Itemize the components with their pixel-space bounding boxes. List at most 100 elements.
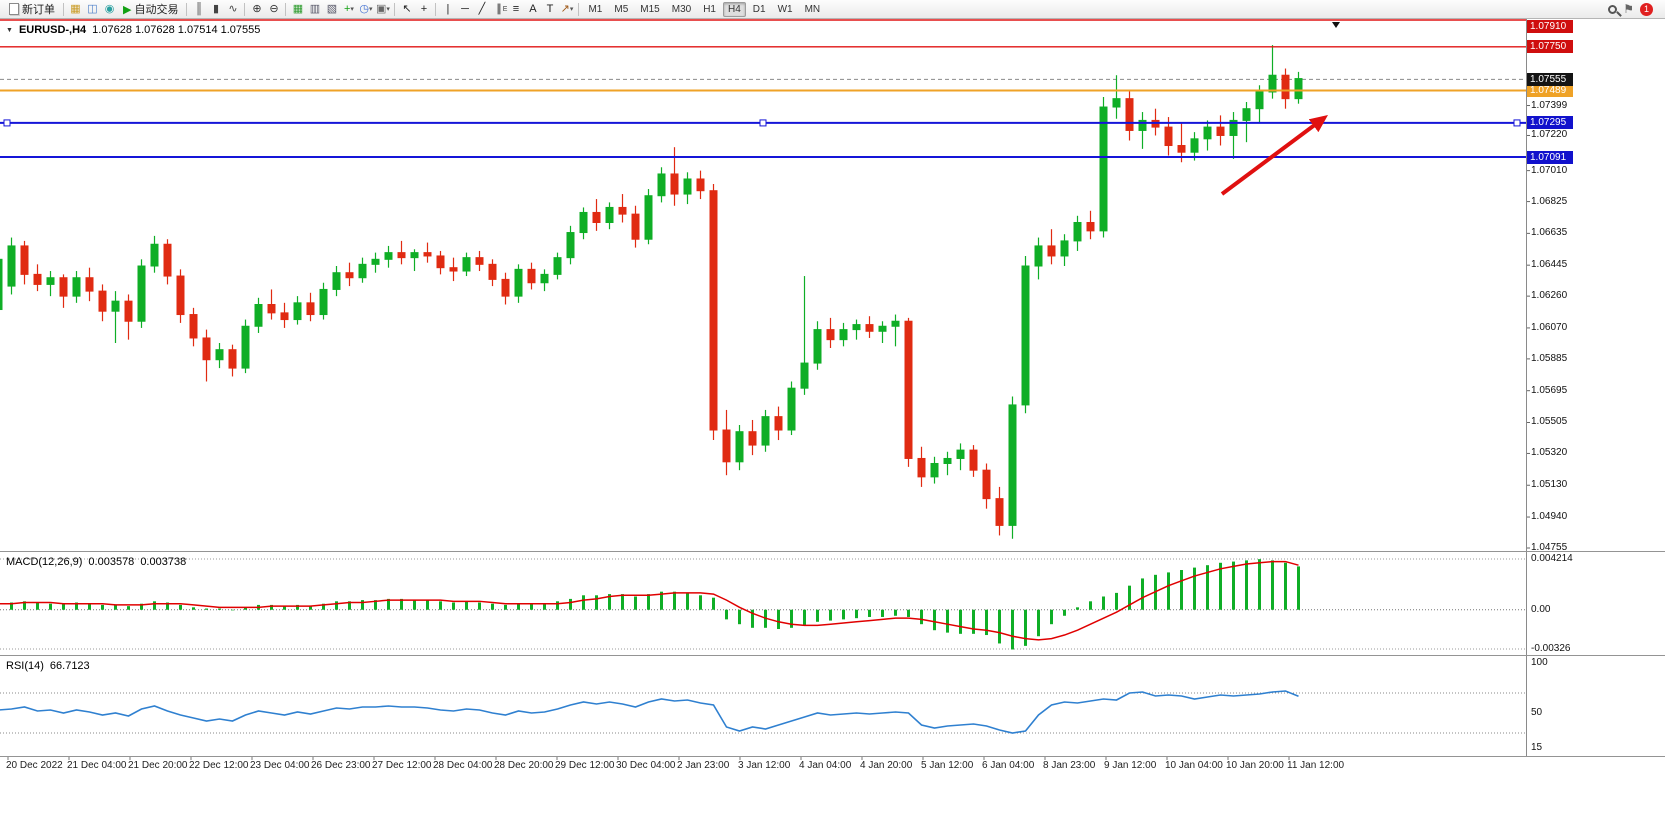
- zoom-out-button[interactable]: ⊖: [265, 1, 282, 18]
- price-axis-label: 1.04755: [1531, 542, 1568, 553]
- auto-trading-button[interactable]: ▶ 自动交易: [118, 1, 183, 18]
- cursor-button[interactable]: ↖: [398, 1, 415, 18]
- rsi-axis-label: 100: [1531, 657, 1548, 668]
- periods-button[interactable]: ◷ ▾: [357, 1, 374, 18]
- price-axis-label: 1.06260: [1531, 290, 1568, 302]
- line-handle[interactable]: [3, 119, 11, 127]
- time-axis-label: 20 Dec 2022: [6, 760, 63, 771]
- time-axis-label: 27 Dec 12:00: [372, 760, 432, 771]
- crosshair-button[interactable]: +: [415, 1, 432, 18]
- price-axis-label: 1.05130: [1531, 479, 1568, 491]
- timeframe-button-mn[interactable]: MN: [804, 3, 821, 15]
- macd-signal-line: [0, 560, 1299, 641]
- macd-label: MACD(12,26,9) 0.003578 0.003738: [6, 556, 186, 568]
- chart-title: ▼ EURUSD-,H4 1.07628 1.07628 1.07514 1.0…: [6, 24, 260, 36]
- auto-scroll-button[interactable]: ▧: [323, 1, 340, 18]
- time-axis-label: 22 Dec 12:00: [189, 760, 249, 771]
- ohlc-bars-icon: ║: [195, 2, 203, 15]
- price-axis-label: 1.05505: [1531, 416, 1568, 428]
- timeframe-button-m5[interactable]: M5: [614, 3, 629, 15]
- zoom-out-icon: ⊖: [269, 2, 279, 15]
- bar-chart-button[interactable]: ║: [190, 1, 207, 18]
- toolbar-buttons: 新订单 ▦ ◫ ◉ ▶ 自动交易 ║ ▮ ∿ ⊕ ⊖ ▦ ▥ ▧ + ▾ ◷ ▾ ▣ ▾ ↖ + | ─ ╱ ∥ E ≡ A T ↗ ▾: [4, 1, 582, 18]
- channel-sub-label: E: [502, 5, 508, 13]
- macd-axis-label: 0.00: [1531, 603, 1551, 615]
- crosshair-icon: +: [420, 2, 428, 15]
- chart-menu-icon[interactable]: ▼: [6, 26, 13, 34]
- templates-button[interactable]: ▣ ▾: [374, 1, 391, 18]
- vertical-line-button[interactable]: |: [439, 1, 456, 18]
- candlestick-icon: ▮: [212, 2, 219, 15]
- time-axis-separator: [0, 756, 1665, 757]
- time-axis-label: 11 Jan 12:00: [1287, 760, 1345, 771]
- time-axis-label: 2 Jan 23:00: [677, 760, 730, 771]
- timeframe-button-m30[interactable]: M30: [671, 3, 692, 15]
- timeframe-button-h4[interactable]: H4: [722, 1, 746, 17]
- timeframe-button-m15[interactable]: M15: [640, 3, 660, 15]
- price-axis-label: 1.05320: [1531, 447, 1568, 459]
- price-tag: 1.07910: [1527, 20, 1573, 33]
- timeframe-button-w1[interactable]: W1: [777, 3, 793, 15]
- flag-icon[interactable]: ⚑: [1623, 2, 1634, 16]
- toolbar: 新订单 ▦ ◫ ◉ ▶ 自动交易 ║ ▮ ∿ ⊕ ⊖ ▦ ▥ ▧ + ▾ ◷ ▾ ▣ ▾ ↖ + | ─ ╱ ∥ E ≡ A T ↗ ▾ M1…: [0, 0, 1665, 19]
- panel-separator[interactable]: [0, 655, 1665, 656]
- notification-badge: 1: [1640, 2, 1653, 16]
- line-chart-button[interactable]: ∿: [224, 1, 241, 18]
- channel-button[interactable]: ∥ E: [490, 1, 507, 18]
- toolbar-separator: [186, 2, 188, 16]
- new-chart-icon: ▦: [70, 2, 81, 15]
- rsi-axis-label: 15: [1531, 742, 1543, 753]
- new-chart-button[interactable]: ▦: [67, 1, 84, 18]
- new-order-button[interactable]: 新订单: [4, 1, 60, 18]
- macd-axis-label: -0.00326: [1531, 643, 1571, 654]
- market-watch-button[interactable]: ◉: [101, 1, 118, 18]
- chart-shift-button[interactable]: ▥: [306, 1, 323, 18]
- timeframe-button-h1[interactable]: H1: [703, 3, 716, 15]
- text-button[interactable]: A: [524, 1, 541, 18]
- profiles-icon: ◫: [87, 2, 98, 15]
- search-icon[interactable]: [1608, 4, 1618, 14]
- tile-windows-icon: ▦: [292, 2, 304, 15]
- autotrade-play-icon: ▶: [123, 3, 132, 16]
- marker-icon: [1332, 22, 1340, 28]
- text-label-button[interactable]: T: [541, 1, 558, 18]
- panel-separator[interactable]: [0, 551, 1665, 552]
- market-watch-icon: ◉: [104, 2, 115, 15]
- macd-main-value: 0.003578: [88, 556, 135, 568]
- timeframe-button-d1[interactable]: D1: [752, 3, 766, 15]
- indicators-button[interactable]: + ▾: [340, 1, 357, 18]
- price-axis-label: 1.07220: [1531, 129, 1568, 141]
- trend-arrow-object: [1220, 115, 1329, 196]
- price-axis-label: 1.06825: [1531, 195, 1568, 207]
- rsi-line: [0, 690, 1299, 734]
- price-axis-label: 1.07010: [1531, 164, 1568, 176]
- fibonacci-icon: ≡: [512, 2, 520, 15]
- horizontal-line-button[interactable]: ─: [456, 1, 473, 18]
- timeframe-button-m1[interactable]: M1: [588, 3, 603, 15]
- price-axis-label: 1.06635: [1531, 227, 1568, 239]
- fibonacci-button[interactable]: ≡: [507, 1, 524, 18]
- line-handle[interactable]: [1513, 119, 1521, 127]
- time-axis-label: 4 Jan 20:00: [860, 760, 913, 771]
- text-icon: A: [529, 2, 537, 15]
- price-tag: 1.07091: [1527, 150, 1573, 164]
- line-handle[interactable]: [759, 119, 767, 127]
- chevron-down-icon: ▾: [369, 5, 373, 13]
- macd-title: MACD(12,26,9): [6, 556, 83, 568]
- trendline-button[interactable]: ╱: [473, 1, 490, 18]
- arrows-button[interactable]: ↗ ▾: [558, 1, 575, 18]
- toolbar-separator: [244, 2, 246, 16]
- tile-windows-button[interactable]: ▦: [289, 1, 306, 18]
- zoom-in-button[interactable]: ⊕: [248, 1, 265, 18]
- rsi-title: RSI(14): [6, 660, 44, 672]
- time-axis-label: 4 Jan 04:00: [799, 760, 852, 771]
- horizontal-line-icon: ─: [461, 2, 469, 15]
- zoom-in-icon: ⊕: [252, 2, 262, 15]
- rsi-label: RSI(14) 66.7123: [6, 660, 90, 672]
- chevron-down-icon: ▾: [386, 5, 390, 13]
- candlestick-button[interactable]: ▮: [207, 1, 224, 18]
- profiles-button[interactable]: ◫: [84, 1, 101, 18]
- price-tag: 1.07555: [1527, 72, 1573, 86]
- price-tag: 1.07750: [1527, 40, 1573, 54]
